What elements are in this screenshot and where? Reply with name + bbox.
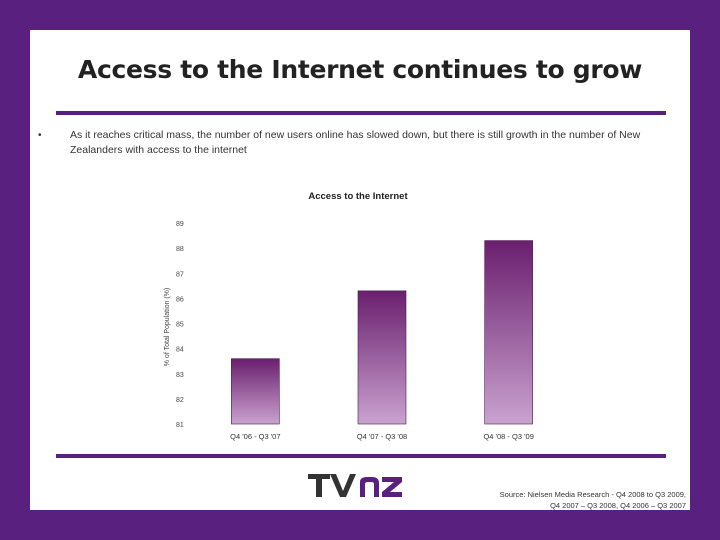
tvnz-logo: [308, 474, 402, 497]
source-line-1: Source: Nielsen Media Research - Q4 2008…: [499, 490, 686, 499]
title-divider: [56, 111, 666, 115]
y-tick-label: 82: [176, 397, 184, 404]
y-tick-label: 85: [176, 322, 184, 329]
x-axis-ticks: Q4 '06 - Q3 '07 Q4 '07 - Q3 '08 Q4 '08 - Q…: [230, 432, 534, 441]
source-line-2: Q4 2007 – Q3 2008, Q4 2006 – Q3 2007: [550, 501, 686, 510]
y-tick-label: 89: [176, 221, 184, 228]
bar-series: [231, 240, 533, 425]
bullet-text: As it reaches critical mass, the number …: [70, 129, 641, 156]
slide-title: Access to the Internet continues to grow: [77, 55, 643, 84]
chart-title: Access to the Internet: [308, 191, 408, 202]
y-tick-label: 88: [176, 246, 184, 253]
x-tick-label: Q4 '06 - Q3 '07: [230, 432, 280, 441]
bar: [484, 240, 533, 425]
bullet-marker: •: [38, 130, 42, 141]
y-tick-label: 81: [176, 422, 184, 429]
y-tick-label: 84: [176, 347, 184, 354]
footer-divider: [56, 454, 666, 458]
y-axis-ticks: 81 82 83 84 85 86 87 88 89: [176, 221, 184, 429]
source-note: Source: Nielsen Media Research - Q4 2008…: [426, 489, 686, 511]
bar: [231, 358, 280, 425]
y-axis-label: % of Total Population (%): [164, 288, 171, 366]
bar: [357, 290, 407, 425]
x-tick-label: Q4 '08 - Q3 '09: [483, 432, 533, 441]
x-tick-label: Q4 '07 - Q3 '08: [357, 432, 407, 441]
bar-chart: Access to the Internet % of Total Popula…: [164, 191, 534, 441]
slide: Access to the Internet continues to grow…: [30, 30, 690, 510]
y-tick-label: 87: [176, 271, 184, 278]
y-tick-label: 83: [176, 372, 184, 379]
y-tick-label: 86: [176, 296, 184, 303]
